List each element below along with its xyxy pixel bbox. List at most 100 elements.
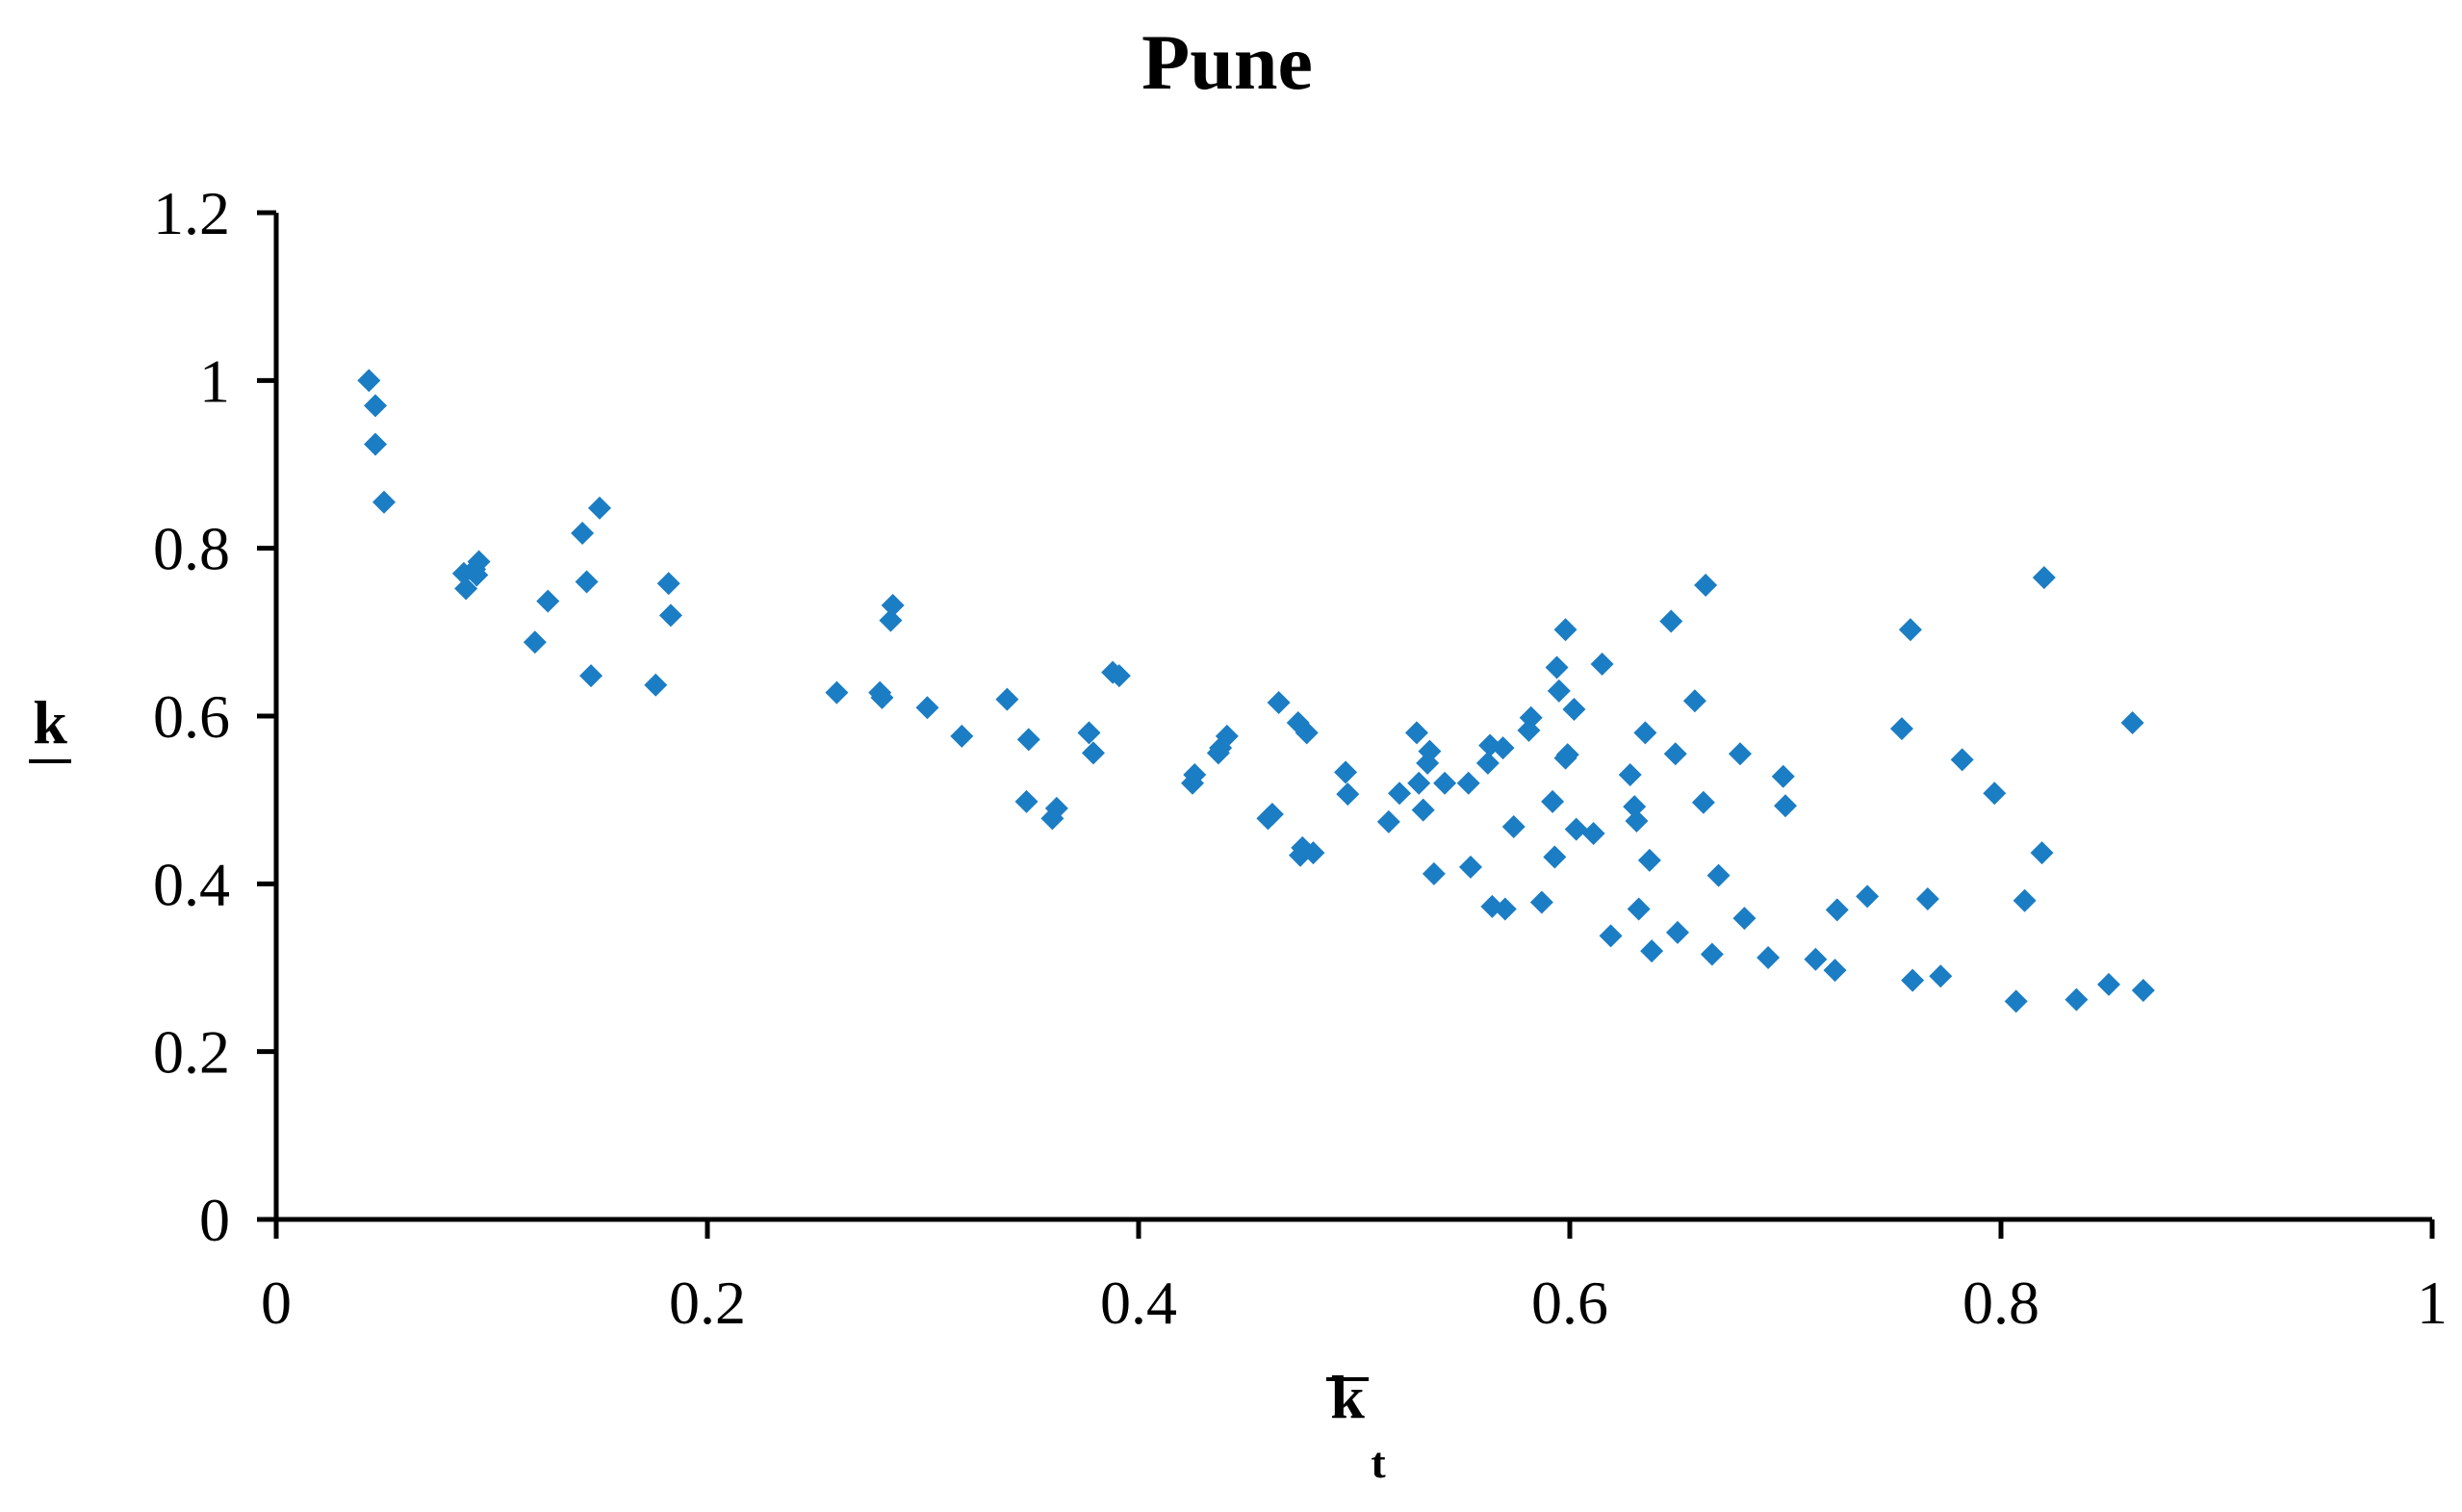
data-point — [1666, 920, 1689, 944]
data-point — [1694, 574, 1718, 598]
data-point — [1618, 763, 1642, 787]
data-point — [1562, 698, 1586, 722]
data-point — [2097, 972, 2120, 996]
data-point — [1334, 760, 1358, 784]
y-axis-label-text: k — [33, 688, 67, 756]
y-tick-label: 0.8 — [153, 515, 230, 583]
data-point — [579, 664, 603, 688]
data-point — [454, 577, 478, 601]
data-point — [1545, 655, 1569, 679]
data-point — [2030, 841, 2054, 865]
data-point — [1475, 751, 1500, 775]
y-tick-label: 0 — [199, 1186, 230, 1254]
data-point — [1700, 942, 1724, 966]
data-point — [1627, 897, 1651, 921]
data-point — [1376, 809, 1400, 833]
data-point — [1519, 705, 1543, 730]
data-point — [1456, 771, 1480, 795]
y-tick-label: 1 — [199, 346, 230, 415]
data-point — [1529, 890, 1553, 914]
data-point — [1901, 968, 1925, 992]
data-point — [2013, 888, 2037, 912]
data-point — [1771, 764, 1795, 788]
data-point — [656, 572, 680, 596]
data-point — [1856, 884, 1880, 909]
data-point — [1543, 845, 1567, 869]
data-point — [1625, 808, 1649, 833]
data-point — [357, 369, 381, 393]
data-point — [1404, 721, 1428, 745]
data-point — [1458, 855, 1482, 879]
data-point — [2032, 566, 2056, 590]
data-point — [1581, 822, 1605, 846]
data-point — [1411, 798, 1435, 822]
data-point — [915, 696, 939, 720]
data-point — [1215, 724, 1239, 748]
data-point — [1555, 743, 1579, 767]
data-point — [881, 593, 905, 617]
data-point — [1929, 964, 1953, 988]
data-point — [1823, 959, 1847, 983]
data-point — [1260, 802, 1284, 826]
data-point — [1388, 782, 1412, 806]
data-point — [1267, 691, 1291, 715]
data-point — [1659, 609, 1683, 633]
data-point — [1983, 782, 2007, 806]
data-point — [523, 630, 547, 654]
y-tick-label: 0.6 — [153, 682, 230, 751]
data-point — [1336, 782, 1360, 807]
x-ticks: 0 0.2 0.4 0.6 0.8 1 — [261, 1219, 2448, 1337]
data-point — [1732, 907, 1757, 931]
data-point — [364, 394, 388, 418]
data-point — [588, 496, 611, 520]
data-point — [1915, 887, 1939, 911]
x-tick-label: 0.2 — [669, 1269, 746, 1337]
x-tick-label: 0.6 — [1531, 1269, 1608, 1337]
data-point — [1691, 790, 1715, 814]
data-point — [1553, 618, 1577, 642]
x-tick-label: 0 — [261, 1269, 292, 1337]
data-point — [465, 563, 489, 587]
data-point — [1183, 763, 1207, 787]
data-point — [1418, 739, 1442, 763]
data-point — [1825, 898, 1849, 922]
data-point — [1637, 848, 1661, 872]
y-tick-label: 0.4 — [153, 850, 230, 918]
data-point — [1493, 897, 1517, 921]
data-point — [1774, 794, 1797, 818]
data-point — [1682, 689, 1706, 713]
data-point — [1407, 771, 1431, 795]
y-ticks: 0 0.2 0.4 0.6 0.8 1 1.2 — [153, 179, 276, 1254]
data-point — [1491, 736, 1515, 760]
data-point — [1433, 771, 1457, 795]
data-point — [571, 521, 595, 545]
data-point — [1295, 721, 1319, 745]
data-point — [1590, 652, 1614, 676]
data-point — [1044, 796, 1068, 820]
data-point — [1898, 618, 1922, 642]
data-point — [1728, 742, 1752, 766]
data-point — [1599, 924, 1623, 948]
data-point — [870, 685, 894, 709]
data-points — [357, 369, 2155, 1013]
data-point — [1889, 717, 1913, 741]
data-point — [1547, 679, 1571, 703]
data-point — [1950, 748, 1974, 772]
y-tick-label: 1.2 — [153, 179, 230, 247]
data-point — [1077, 721, 1101, 745]
data-point — [1107, 664, 1131, 688]
chart-title: Pune — [1141, 18, 1313, 106]
y-tick-label: 0.2 — [153, 1018, 230, 1087]
data-point — [1706, 863, 1731, 887]
data-point — [575, 570, 599, 594]
axes — [273, 213, 2432, 1222]
data-point — [2120, 710, 2144, 734]
data-point — [1640, 939, 1664, 963]
data-point — [1564, 817, 1588, 841]
data-point — [825, 680, 849, 705]
data-point — [1422, 861, 1446, 885]
data-point — [1081, 741, 1105, 765]
x-tick-label: 1 — [2417, 1269, 2448, 1337]
data-point — [1541, 789, 1565, 813]
